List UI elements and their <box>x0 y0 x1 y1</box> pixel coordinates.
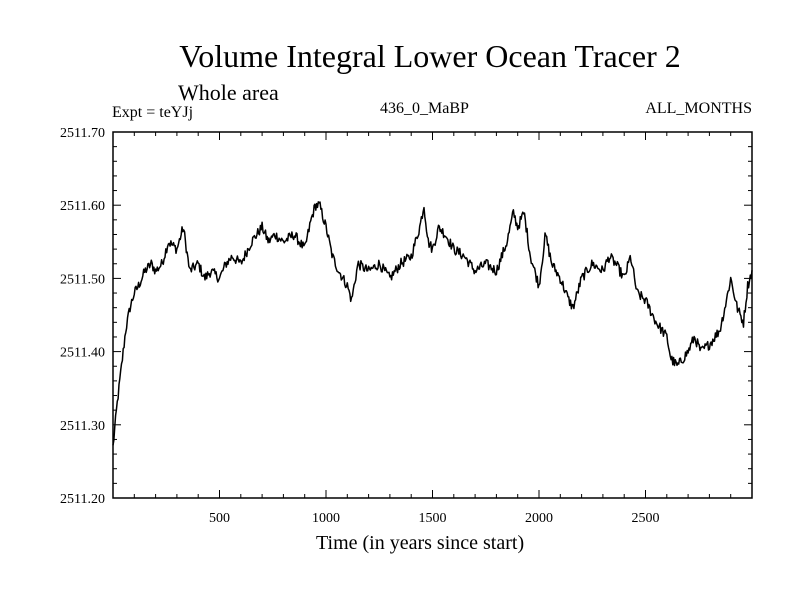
chart-title: Volume Integral Lower Ocean Tracer 2 <box>179 38 681 74</box>
axis-tick-labels: 500 1000 1500 2000 2500 2511.20 2511.30 2511.40… <box>60 126 659 526</box>
y-tick-label: 2511.40 <box>60 346 105 361</box>
x-tick-label: 500 <box>209 511 230 526</box>
period-label: ALL_MONTHS <box>645 100 752 117</box>
y-tick-label: 2511.30 <box>60 419 105 434</box>
series-line <box>112 201 753 446</box>
y-tick-label: 2511.20 <box>60 492 105 507</box>
x-tick-label: 1500 <box>419 511 447 526</box>
run-label: 436_0_MaBP <box>380 100 469 117</box>
axis-ticks <box>113 131 752 499</box>
plot-frame <box>112 131 753 499</box>
x-tick-label: 1000 <box>312 511 340 526</box>
y-tick-label: 2511.60 <box>60 199 105 214</box>
chart-subtitle: Whole area <box>178 80 279 105</box>
x-tick-label: 2500 <box>632 511 660 526</box>
y-tick-label: 2511.50 <box>60 272 105 287</box>
y-tick-label: 2511.70 <box>60 126 105 141</box>
x-axis-label: Time (in years since start) <box>316 532 525 554</box>
experiment-label: Expt = teYJj <box>112 104 194 121</box>
x-tick-label: 2000 <box>525 511 553 526</box>
